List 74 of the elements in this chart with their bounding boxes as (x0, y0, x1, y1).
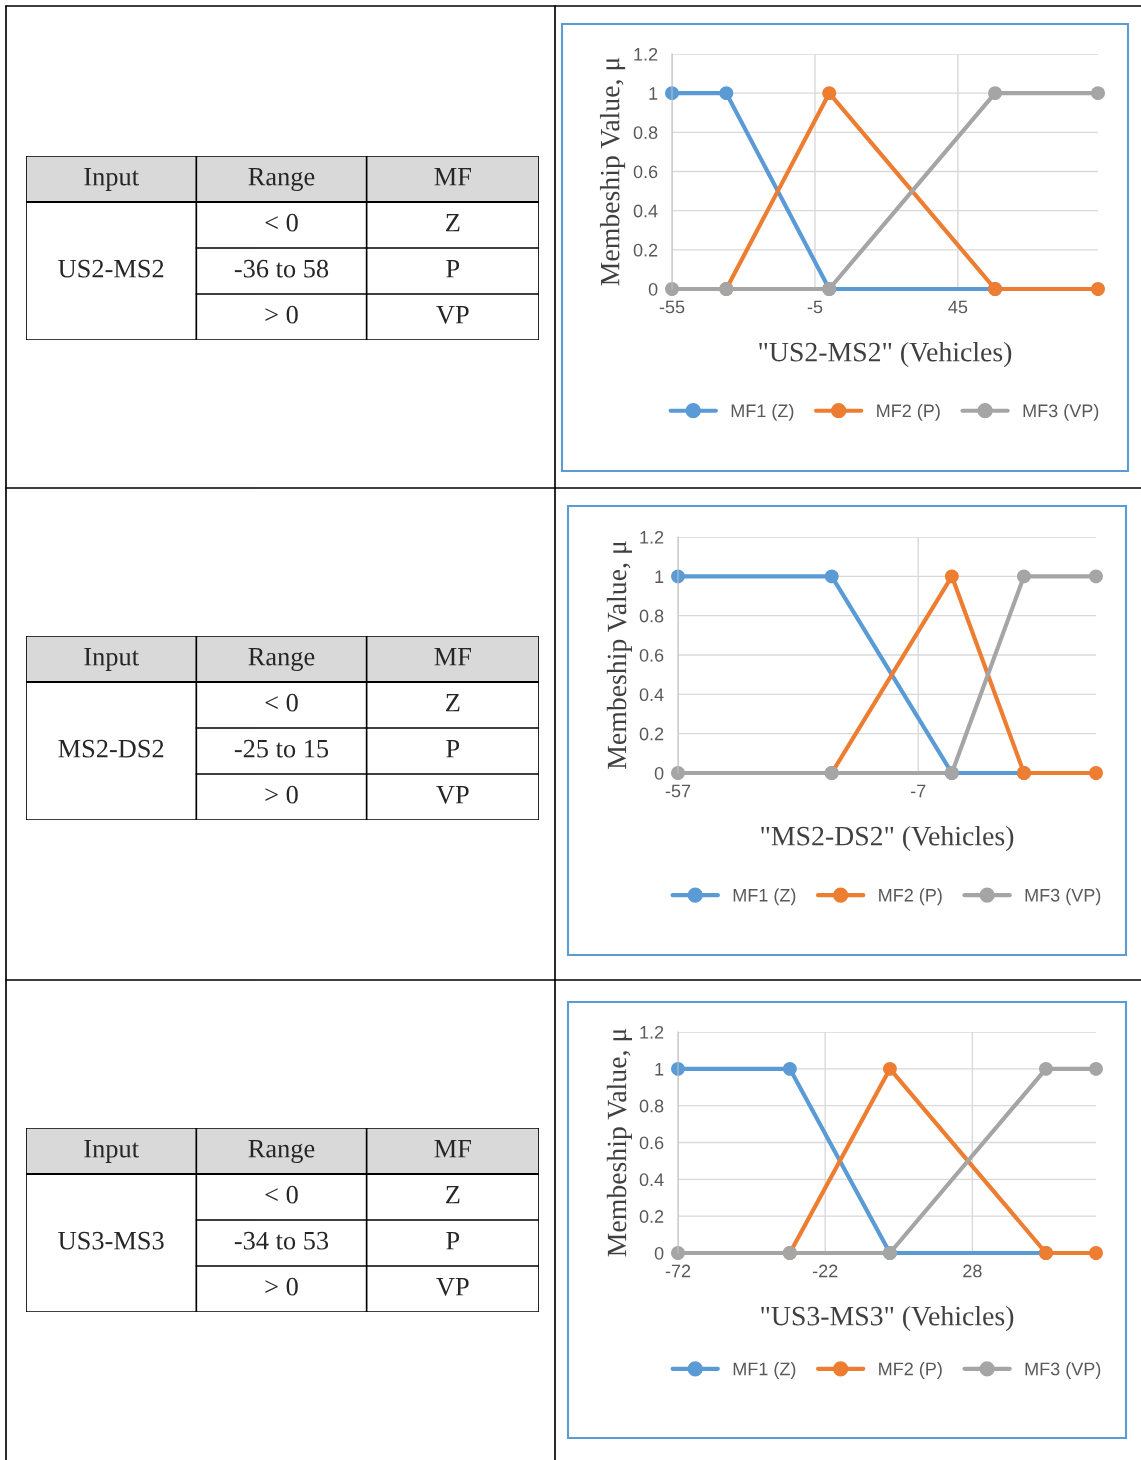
legend-label: MF1 (Z) (733, 888, 796, 906)
legend-label: MF3 (VP) (1025, 888, 1101, 906)
x-tick-label: 28 (963, 1264, 982, 1278)
legend-label: MF2 (P) (877, 403, 940, 421)
text: VP (436, 306, 469, 324)
x-tick-label: -5 (807, 300, 823, 314)
x-tick-label: -55 (659, 300, 685, 314)
y-tick-label: 0.6 (633, 165, 658, 179)
text: VP (436, 1278, 469, 1296)
y-tick-label: 0.8 (639, 609, 664, 623)
x-tick-label: -7 (911, 784, 926, 798)
y-tick-label: 1 (655, 1062, 664, 1076)
text: Range (248, 1139, 315, 1163)
y-axis-title: Membeship Value, μ (606, 541, 633, 770)
text: VP (436, 786, 469, 804)
y-tick-label: 0.4 (633, 204, 658, 218)
y-tick-label: 0.4 (639, 1173, 664, 1187)
text: -25 to 15 (234, 739, 329, 758)
text: < 0 (265, 1185, 298, 1204)
text: MF (434, 168, 471, 186)
y-tick-label: 0.6 (639, 648, 664, 662)
y-tick-label: 0.6 (639, 1136, 664, 1150)
text: < 0 (265, 213, 298, 232)
text: MF (434, 648, 471, 666)
x-axis-title: "US3-MS3" (Vehicles) (761, 1305, 1014, 1332)
text: > 0 (265, 1277, 298, 1296)
text: Input (84, 648, 139, 671)
text: MF (434, 1140, 471, 1158)
y-axis-title: Membeship Value, μ (606, 1028, 633, 1257)
text: > 0 (265, 305, 298, 324)
y-tick-label: 0.2 (639, 1210, 664, 1223)
legend-label: MF1 (Z) (733, 1362, 796, 1379)
text: < 0 (265, 693, 298, 712)
text: Range (248, 647, 315, 671)
text: -34 to 53 (234, 1231, 329, 1250)
y-tick-label: 1 (649, 87, 658, 100)
text: Range (248, 167, 315, 191)
x-tick-label: -22 (812, 1264, 838, 1278)
text: -36 to 58 (234, 259, 329, 278)
text: US3-MS3 (58, 1231, 164, 1250)
text: P (446, 740, 460, 758)
y-tick-label: 0.8 (639, 1099, 664, 1113)
y-tick-label: 1.2 (640, 1025, 664, 1039)
y-tick-label: 1 (655, 570, 664, 583)
y-tick-label: 0.2 (639, 727, 664, 741)
x-axis-title: "MS2-DS2" (Vehicles) (761, 825, 1014, 852)
x-tick-label: -57 (665, 784, 691, 798)
legend-label: MF1 (Z) (731, 403, 794, 421)
y-tick-label: 0 (654, 766, 664, 780)
y-tick-label: 1.2 (640, 530, 664, 544)
y-axis-title: Membeship Value, μ (599, 57, 626, 286)
y-tick-label: 0.4 (639, 688, 664, 702)
text: Input (84, 1140, 139, 1163)
x-tick-label: -72 (665, 1264, 691, 1278)
legend-label: MF2 (P) (879, 1362, 942, 1379)
text: Input (84, 168, 139, 191)
legend-label: MF2 (P) (879, 888, 942, 906)
legend-label: MF3 (VP) (1025, 1362, 1101, 1379)
text: Z (446, 694, 460, 712)
y-tick-label: 0 (654, 1246, 664, 1260)
y-tick-label: 0 (648, 282, 658, 296)
y-tick-label: 0.2 (633, 243, 658, 257)
text: Z (446, 214, 460, 232)
text: P (446, 1232, 460, 1250)
text: Z (446, 1186, 460, 1204)
x-tick-label: 45 (948, 300, 968, 314)
x-axis-title: "US2-MS2" (Vehicles) (759, 341, 1012, 368)
y-tick-label: 1.2 (634, 47, 658, 61)
text: US2-MS2 (58, 259, 164, 278)
legend-label: MF3 (VP) (1023, 403, 1099, 421)
text: MS2-DS2 (58, 739, 164, 758)
y-tick-label: 0.8 (633, 126, 658, 140)
text: P (446, 260, 460, 278)
text: > 0 (265, 785, 298, 804)
